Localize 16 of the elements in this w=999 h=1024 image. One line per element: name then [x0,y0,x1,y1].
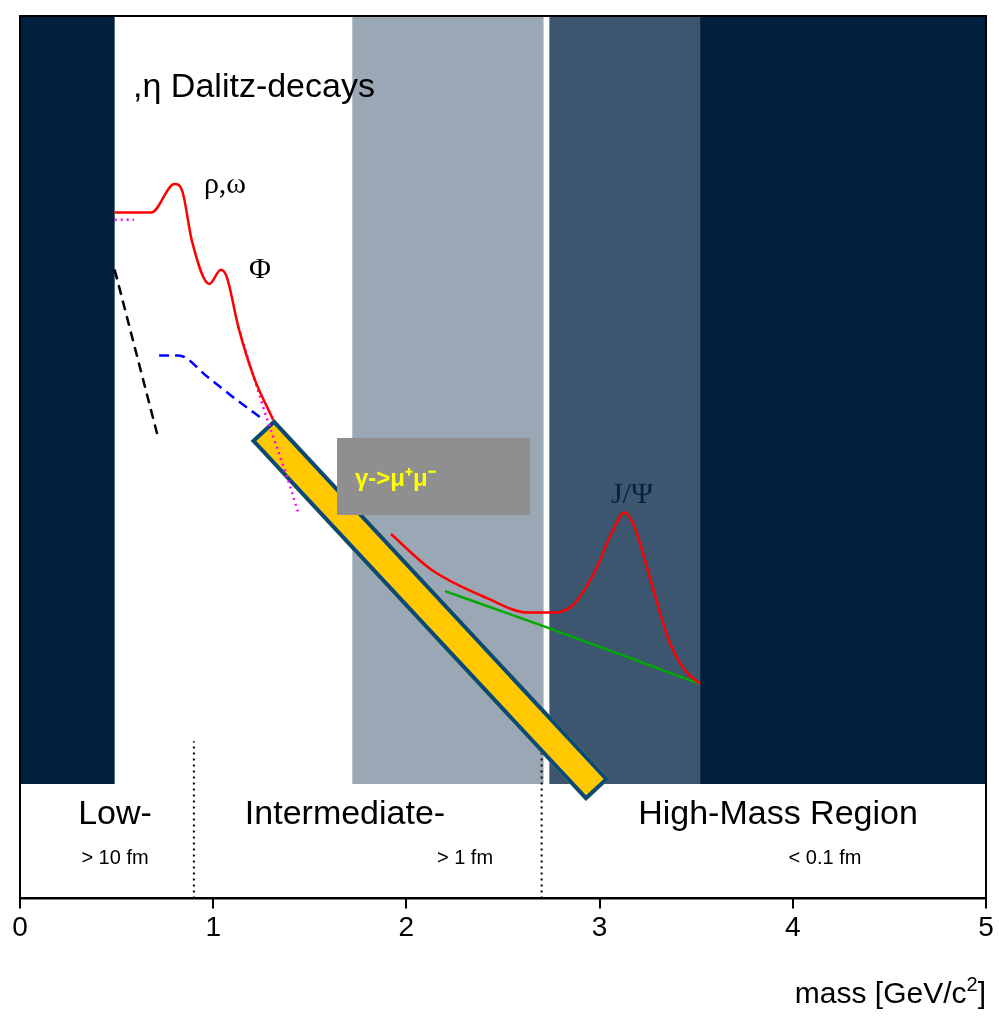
x-tick-label: 1 [205,910,221,942]
annotation: Intermediate- [244,793,446,832]
annotation: ρ,ω [203,165,247,199]
annotation: < 0.1 fm [788,845,862,868]
x-tick-label: 2 [398,910,415,942]
annotation: Low- [78,793,152,832]
x-tick-label: 3 [591,910,608,942]
annotation: High-Mass Region [638,793,918,832]
annotation: > 1 fm [436,845,494,868]
x-tick-label: 5 [978,910,994,942]
annotation: > 10 fm [81,845,149,868]
text: ,η Dalitz-decays [133,66,375,105]
x-tick-label: 4 [785,910,801,942]
label-box: γ->μ⁺μ⁻ [337,438,530,515]
annotation: Φ [249,250,272,284]
x-tick-label: 0 [12,910,28,942]
